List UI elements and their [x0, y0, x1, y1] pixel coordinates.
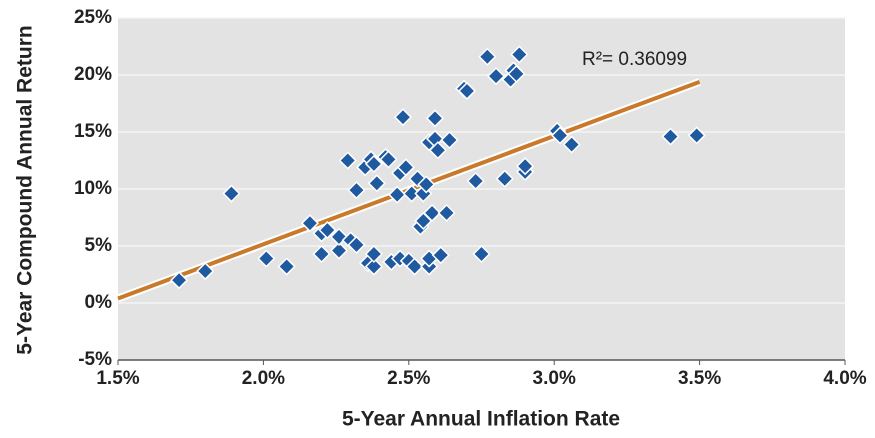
y-tick-label: 5%: [85, 235, 113, 256]
point: [170, 271, 189, 290]
point: [300, 214, 319, 233]
point: [516, 157, 535, 176]
point: [687, 126, 706, 145]
point: [364, 244, 383, 264]
point: [550, 126, 570, 145]
point: [437, 203, 456, 223]
point: [661, 127, 680, 146]
y-tick-label: 15%: [74, 121, 112, 142]
y-tick-label: -5%: [78, 349, 112, 370]
annotation: R²= 0.36099: [582, 49, 687, 70]
point: [388, 185, 407, 204]
point: [486, 67, 506, 86]
point: [277, 257, 296, 276]
x-axis-title: 5-Year Annual Inflation Rate: [342, 408, 620, 431]
point: [257, 249, 276, 268]
x-tick-label: 3.5%: [678, 368, 721, 389]
point: [405, 257, 424, 276]
point: [431, 246, 450, 265]
point: [457, 81, 477, 101]
point: [425, 109, 445, 128]
point: [396, 158, 415, 177]
point: [510, 45, 529, 64]
point: [338, 151, 357, 170]
point: [440, 130, 459, 150]
point: [393, 108, 413, 127]
x-tick-label: 3.0%: [533, 368, 576, 389]
point: [196, 262, 215, 281]
point: [466, 171, 485, 191]
point: [478, 47, 497, 66]
point: [347, 181, 366, 200]
point: [417, 175, 436, 194]
y-tick-label: 25%: [74, 7, 112, 28]
y-tick-label: 0%: [85, 292, 113, 313]
point: [364, 257, 383, 276]
point: [329, 241, 349, 260]
point: [495, 169, 514, 188]
point: [423, 203, 442, 223]
x-tick-label: 1.5%: [96, 368, 139, 389]
point: [507, 64, 526, 83]
point: [472, 244, 491, 264]
point: [379, 150, 398, 169]
x-tick-label: 2.5%: [387, 368, 430, 389]
y-tick-label: 10%: [74, 178, 112, 199]
point: [364, 154, 383, 173]
point: [367, 174, 386, 193]
point: [312, 244, 331, 264]
point: [318, 220, 337, 240]
point: [347, 235, 366, 254]
x-tick-label: 2.0%: [242, 368, 285, 389]
point: [428, 141, 447, 160]
y-axis-title: 5-Year Compound Annual Return: [14, 25, 37, 354]
x-tick-label: 4.0%: [823, 368, 866, 389]
point: [222, 184, 241, 203]
point: [562, 135, 581, 154]
y-tick-label: 20%: [74, 64, 112, 85]
